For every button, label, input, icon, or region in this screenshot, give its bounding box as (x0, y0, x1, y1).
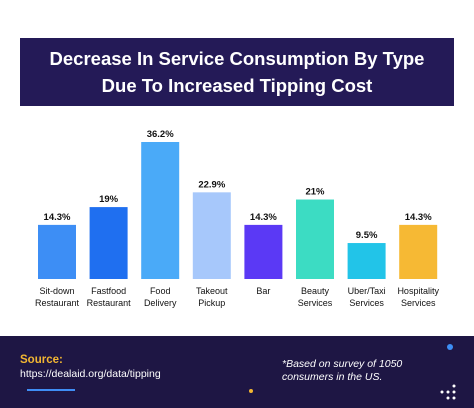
category-label-7-line-1: Uber/Taxi (348, 286, 386, 296)
bar-5 (244, 224, 283, 279)
category-label-2-line-2: Restaurant (87, 298, 132, 308)
source-underline (27, 389, 75, 391)
bar-3 (141, 142, 180, 279)
category-label-2-line-1: Fastfood (91, 286, 126, 296)
value-label-8: 14.3% (405, 212, 432, 223)
category-label-5-line-1: Bar (256, 286, 270, 296)
source-label: Source: (20, 354, 63, 366)
bar-chart: 14.3% Sit-down Restaurant 19% Fastfood Restau… (35, 129, 439, 308)
footnote-line-1: *Based on survey of 1050 (282, 358, 403, 370)
value-label-5: 14.3% (250, 212, 277, 223)
value-label-1: 14.3% (44, 212, 71, 223)
decorative-dots (249, 344, 456, 400)
footer-panel (0, 336, 474, 408)
category-label-8-line-2: Services (401, 298, 436, 308)
category-label-4-line-2: Pickup (198, 298, 225, 308)
bar-4 (192, 192, 231, 279)
survey-footnote: *Based on survey of 1050 consumers in th… (282, 358, 442, 384)
chart-title-line-2: Due To Increased Tipping Cost (101, 75, 373, 96)
chart-title-line-1: Decrease In Service Consumption By Type (49, 48, 425, 69)
category-label-1-line-2: Restaurant (35, 298, 80, 308)
category-label-6-line-2: Services (298, 298, 333, 308)
bar-2 (89, 207, 128, 279)
category-label-3-line-1: Food (150, 286, 171, 296)
category-label-1-line-1: Sit-down (39, 286, 74, 296)
footnote-line-2: consumers in the US. (282, 371, 383, 383)
category-label-7-line-2: Services (349, 298, 384, 308)
bar-1 (38, 224, 76, 279)
bar-7 (347, 243, 386, 279)
value-label-3: 36.2% (147, 129, 174, 140)
bar-6 (296, 199, 334, 279)
category-label-4-line-1: Takeout (196, 286, 228, 296)
chart-title: Decrease In Service Consumption By Type … (20, 38, 454, 106)
bar-8 (399, 224, 438, 279)
value-label-7: 9.5% (356, 230, 378, 241)
value-label-2: 19% (99, 194, 119, 205)
value-label-6: 21% (305, 187, 325, 198)
source-url[interactable]: https://dealaid.org/data/tipping (20, 368, 161, 380)
value-label-4: 22.9% (198, 179, 225, 190)
category-label-3-line-2: Delivery (144, 298, 177, 308)
category-label-8-line-1: Hospitality (397, 286, 439, 296)
category-label-6-line-1: Beauty (301, 286, 330, 296)
